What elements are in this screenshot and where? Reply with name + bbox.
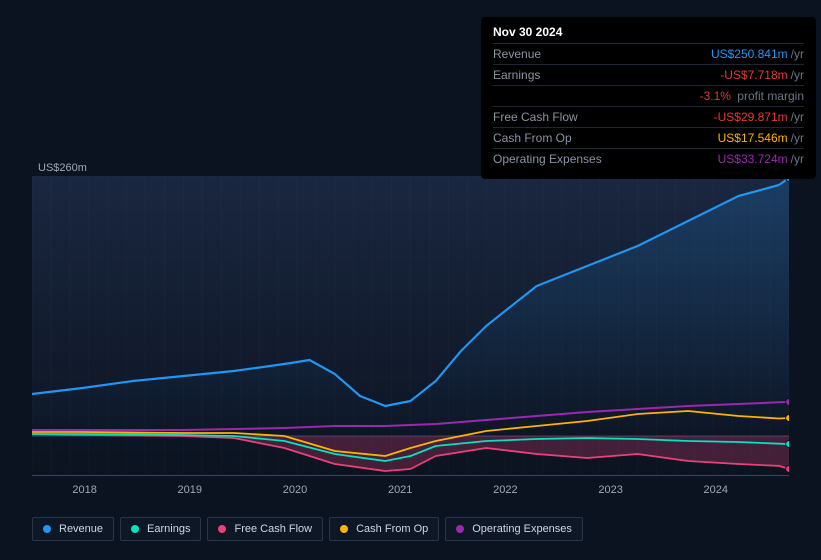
tooltip-row: -3.1% profit margin xyxy=(493,85,804,106)
chart-legend: Revenue Earnings Free Cash Flow Cash From O… xyxy=(32,517,583,541)
tooltip-row-label: Free Cash Flow xyxy=(493,110,578,124)
tooltip-row-label: Cash From Op xyxy=(493,131,572,145)
legend-label: Earnings xyxy=(147,523,190,535)
tooltip-row-label: Revenue xyxy=(493,47,541,61)
legend-item-cashop[interactable]: Cash From Op xyxy=(329,517,439,541)
legend-swatch-icon xyxy=(131,525,139,533)
legend-swatch-icon xyxy=(340,525,348,533)
legend-label: Operating Expenses xyxy=(472,523,572,535)
tooltip-row-value: US$250.841m/yr xyxy=(711,47,804,61)
tooltip-row: Earnings -US$7.718m/yr xyxy=(493,64,804,85)
tooltip-row-value: US$33.724m/yr xyxy=(718,152,804,166)
legend-swatch-icon xyxy=(43,525,51,533)
x-tick-label: 2023 xyxy=(598,484,622,496)
x-tick-label: 2019 xyxy=(178,484,202,496)
legend-item-opex[interactable]: Operating Expenses xyxy=(445,517,583,541)
tooltip-row: Revenue US$250.841m/yr xyxy=(493,43,804,64)
x-tick-label: 2020 xyxy=(283,484,307,496)
legend-swatch-icon xyxy=(456,525,464,533)
tooltip-row-value: US$17.546m/yr xyxy=(718,131,804,145)
chart-tooltip: Nov 30 2024 Revenue US$250.841m/yr Earning… xyxy=(481,17,816,179)
legend-item-fcf[interactable]: Free Cash Flow xyxy=(207,517,323,541)
legend-item-earnings[interactable]: Earnings xyxy=(120,517,201,541)
x-axis-labels: 2018 2019 2020 2021 2022 2023 2024 xyxy=(32,484,789,500)
y-tick-label: US$260m xyxy=(38,162,87,174)
tooltip-row-label: Earnings xyxy=(493,68,540,82)
tooltip-row-label: Operating Expenses xyxy=(493,152,602,166)
tooltip-date: Nov 30 2024 xyxy=(493,25,804,43)
x-tick-label: 2022 xyxy=(493,484,517,496)
financial-chart: US$260mUS$0-US$40m 201820192020202120222… xyxy=(16,0,805,560)
legend-label: Free Cash Flow xyxy=(234,523,312,535)
legend-label: Revenue xyxy=(59,523,103,535)
tooltip-row-value: -US$7.718m/yr xyxy=(720,68,804,82)
tooltip-row: Operating Expenses US$33.724m/yr xyxy=(493,148,804,169)
x-tick-label: 2024 xyxy=(704,484,728,496)
legend-label: Cash From Op xyxy=(356,523,428,535)
tooltip-row-value: -US$29.871m/yr xyxy=(714,110,804,124)
legend-item-revenue[interactable]: Revenue xyxy=(32,517,114,541)
plot-area[interactable] xyxy=(32,176,789,476)
legend-swatch-icon xyxy=(218,525,226,533)
tooltip-row: Free Cash Flow -US$29.871m/yr xyxy=(493,106,804,127)
x-tick-label: 2018 xyxy=(72,484,96,496)
x-tick-label: 2021 xyxy=(388,484,412,496)
tooltip-row: Cash From Op US$17.546m/yr xyxy=(493,127,804,148)
